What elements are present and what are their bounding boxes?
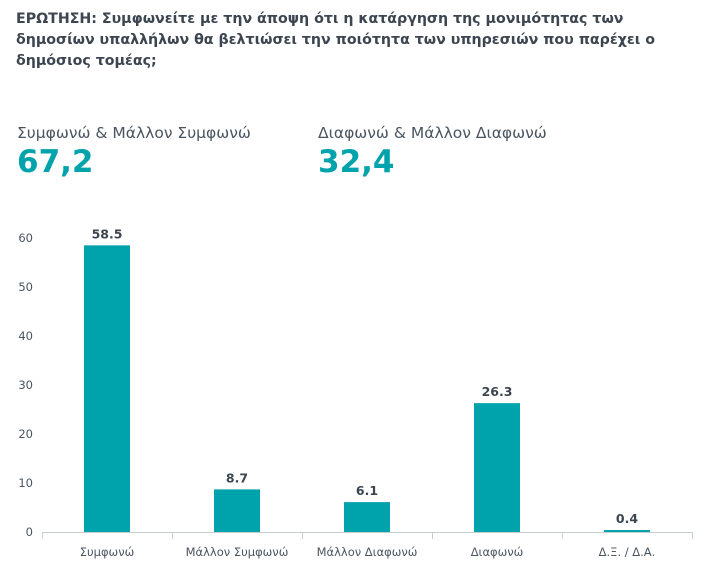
bar — [214, 489, 260, 532]
y-tick-label: 10 — [18, 476, 33, 490]
summary-disagree: Διαφωνώ & Μάλλον Διαφωνώ 32,4 — [318, 124, 547, 179]
y-tick-label: 20 — [18, 427, 33, 441]
bar — [84, 245, 130, 532]
y-tick-label: 40 — [18, 329, 33, 343]
data-label: 0.4 — [616, 511, 638, 526]
question-text: ΕΡΩΤΗΣΗ: Συμφωνείτε με την άποψη ότι η κ… — [16, 9, 696, 72]
data-label: 6.1 — [356, 483, 378, 498]
x-tick-label: Μάλλον Διαφωνώ — [317, 545, 418, 559]
summary-agree: Συμφωνώ & Μάλλον Συμφωνώ 67,2 — [17, 124, 251, 179]
bar — [344, 502, 390, 532]
x-tick-label: Διαφωνώ — [471, 545, 524, 559]
bar — [604, 530, 650, 532]
summary-disagree-label: Διαφωνώ & Μάλλον Διαφωνώ — [318, 124, 547, 142]
question-body: Συμφωνείτε με την άποψη ότι η κατάργηση … — [16, 11, 655, 69]
summary-agree-label: Συμφωνώ & Μάλλον Συμφωνώ — [17, 124, 251, 142]
bar — [474, 403, 520, 532]
y-tick-label: 60 — [18, 231, 33, 245]
y-tick-label: 50 — [18, 280, 33, 294]
x-tick-label: Συμφωνώ — [80, 545, 135, 559]
x-tick-label: Δ.Ξ. / Δ.Α. — [599, 545, 656, 559]
data-label: 8.7 — [226, 470, 248, 485]
x-tick-label: Μάλλον Συμφωνώ — [186, 545, 289, 559]
data-label: 58.5 — [92, 226, 123, 241]
summary-agree-value: 67,2 — [17, 144, 94, 180]
y-tick-label: 0 — [26, 525, 33, 539]
summary-disagree-value: 32,4 — [318, 144, 395, 180]
question-prefix: ΕΡΩΤΗΣΗ: — [16, 11, 97, 27]
data-label: 26.3 — [482, 384, 513, 399]
y-tick-label: 30 — [18, 378, 33, 392]
